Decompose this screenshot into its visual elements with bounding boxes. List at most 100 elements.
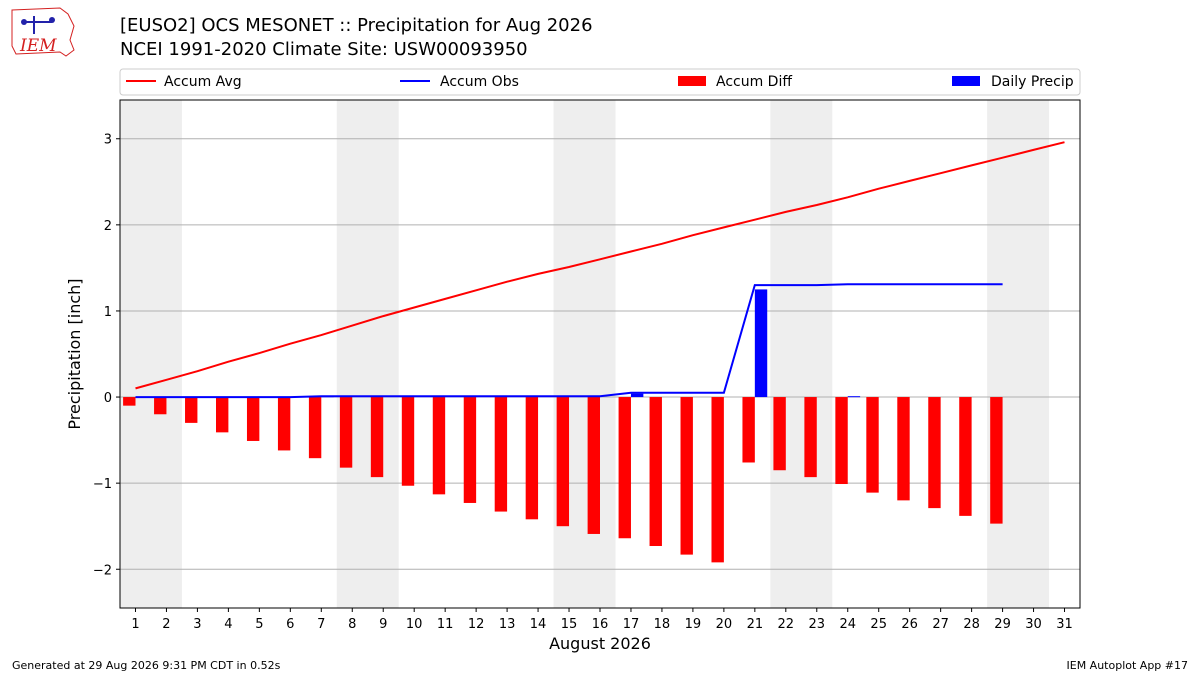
x-tick-label: 23 [809, 617, 826, 632]
bars [123, 289, 1003, 563]
weather-station-cup [21, 19, 27, 25]
bar-accum-diff [680, 397, 693, 555]
x-tick-label: 19 [685, 617, 702, 632]
bar-accum-diff [401, 397, 415, 486]
legend-label-daily-precip: Daily Precip [991, 74, 1074, 90]
x-tick-label: 3 [193, 617, 201, 632]
weekend-band [770, 100, 833, 608]
legend-swatch-daily-precip [952, 76, 980, 86]
bar-accum-diff [216, 397, 229, 433]
x-tick-label: 13 [499, 617, 516, 632]
weekend-band [553, 100, 616, 608]
bar-accum-diff [773, 397, 786, 471]
bar-accum-diff [959, 397, 972, 516]
chart-title: [EUSO2] OCS MESONET :: Precipitation for… [120, 15, 593, 36]
y-tick-label: 1 [104, 305, 112, 320]
x-tick-label: 24 [839, 617, 856, 632]
bar-accum-diff [123, 397, 136, 406]
legend-label-accum-diff: Accum Diff [716, 74, 792, 90]
bar-accum-diff [742, 397, 755, 463]
legend-label-accum-avg: Accum Avg [164, 74, 242, 90]
iowa-outline-icon [11, 7, 75, 57]
legend-swatch-accum-diff [678, 76, 706, 86]
x-tick-label: 20 [716, 617, 733, 632]
bar-accum-diff [618, 397, 631, 539]
y-tick-label: 3 [104, 133, 112, 148]
series-lines [135, 141, 1065, 399]
bar-accum-diff [556, 397, 570, 527]
x-axis: 1 2 3 4 5 6 7 8 9 10 11 12 13 14 15 16 17 18 19 20 21 22 23 24 2… [131, 608, 1073, 632]
x-tick-label: 7 [317, 617, 325, 632]
y-tick-label: 0 [104, 391, 112, 406]
x-tick-label: 28 [963, 617, 980, 632]
y-tick-label: −2 [93, 563, 112, 578]
x-tick-label: 10 [406, 617, 423, 632]
x-tick-label: 4 [224, 617, 232, 632]
autoplot-app-label: IEM Autoplot App #17 [1067, 659, 1189, 672]
x-tick-label: 26 [901, 617, 918, 632]
bar-accum-diff [463, 397, 477, 503]
bar-accum-diff [154, 397, 167, 415]
x-tick-label: 30 [1025, 617, 1042, 632]
legend-label-accum-obs: Accum Obs [440, 74, 519, 90]
y-axis: −2 −1 0 1 2 3 [93, 133, 120, 578]
weather-station-cup [49, 17, 55, 23]
x-tick-label: 18 [654, 617, 671, 632]
chart-subtitle: NCEI 1991-2020 Climate Site: USW00093950 [120, 39, 528, 60]
weekend-band [987, 100, 1050, 608]
x-tick-label: 27 [932, 617, 949, 632]
x-tick-label: 16 [592, 617, 609, 632]
logo-text: IEM [19, 36, 57, 56]
x-tick-label: 2 [162, 617, 170, 632]
bar-daily-precip [847, 396, 861, 398]
y-axis-label: Precipitation [inch] [65, 278, 84, 429]
bar-accum-diff [866, 397, 879, 493]
legend: Accum Avg Accum Obs Accum Diff Daily Pre… [119, 68, 1081, 96]
bar-daily-precip [754, 289, 768, 398]
x-tick-label: 9 [379, 617, 387, 632]
bar-accum-diff [339, 397, 353, 468]
iem-logo: IEM [11, 7, 75, 57]
x-tick-label: 31 [1056, 617, 1073, 632]
bar-accum-diff [711, 397, 724, 563]
bar-accum-diff [308, 397, 322, 459]
bar-accum-diff [277, 397, 291, 451]
x-tick-label: 25 [870, 617, 887, 632]
weekend-bands [120, 100, 1050, 608]
x-tick-label: 12 [468, 617, 485, 632]
x-tick-label: 15 [561, 617, 578, 632]
bar-accum-diff [432, 397, 446, 495]
bar-accum-diff [649, 397, 662, 547]
bar-accum-diff [525, 397, 539, 520]
x-tick-label: 14 [530, 617, 547, 632]
line-accum-avg [135, 141, 1065, 390]
x-tick-label: 8 [348, 617, 356, 632]
bar-accum-diff [928, 397, 941, 509]
y-tick-label: −1 [93, 477, 112, 492]
x-tick-label: 22 [778, 617, 795, 632]
bar-accum-diff [246, 397, 260, 441]
y-tick-label: 2 [104, 219, 112, 234]
x-tick-label: 29 [994, 617, 1011, 632]
bar-accum-diff [804, 397, 817, 478]
bar-daily-precip [630, 393, 644, 398]
weekend-band [336, 100, 399, 608]
bar-accum-diff [587, 397, 600, 534]
x-tick-label: 11 [437, 617, 454, 632]
x-tick-label: 6 [286, 617, 294, 632]
bar-accum-diff [185, 397, 198, 423]
bar-accum-diff [370, 397, 384, 478]
generated-timestamp: Generated at 29 Aug 2026 9:31 PM CDT in … [12, 659, 281, 672]
bar-accum-diff [494, 397, 508, 512]
weekend-band [120, 100, 182, 608]
x-tick-label: 17 [623, 617, 640, 632]
bar-accum-diff [990, 397, 1003, 524]
line-accum-obs [135, 283, 1003, 399]
x-axis-label: August 2026 [549, 634, 651, 653]
legend-frame [119, 68, 1081, 96]
bar-accum-diff [835, 397, 848, 485]
bar-accum-diff [897, 397, 910, 501]
x-tick-label: 5 [255, 617, 263, 632]
x-tick-label: 1 [131, 617, 139, 632]
